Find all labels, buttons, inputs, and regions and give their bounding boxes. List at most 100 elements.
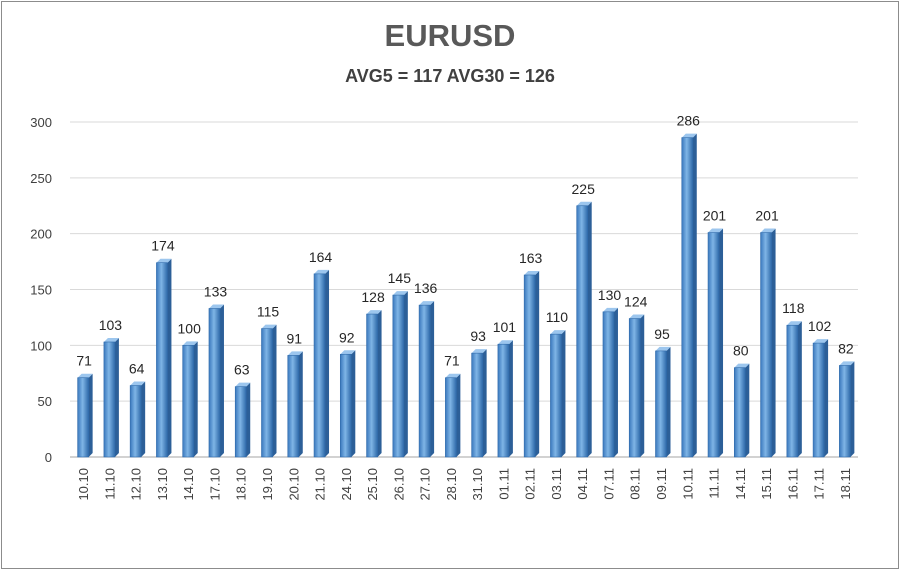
bar [156, 258, 172, 458]
data-label: 201 [703, 208, 727, 224]
data-label: 164 [309, 249, 333, 265]
x-tick-label: 31.10 [470, 468, 485, 501]
x-tick-label: 26.10 [391, 468, 406, 501]
x-tick-label: 07.11 [601, 468, 616, 500]
bar [287, 351, 303, 458]
bar [523, 270, 540, 458]
data-label: 130 [598, 287, 622, 303]
bar [103, 337, 119, 458]
bar [392, 291, 408, 458]
bar [366, 310, 382, 458]
x-axis: 10.10 11.10 12.10 13.10 14.10 17.10 18.10 19.10… [76, 468, 853, 501]
x-tick-label: 14.10 [181, 468, 196, 501]
bar [261, 324, 277, 458]
y-tick-label: 50 [38, 394, 52, 409]
bar [208, 304, 224, 458]
bar [576, 201, 592, 458]
data-label: 93 [470, 328, 486, 344]
bar [471, 349, 487, 458]
data-label: 145 [388, 270, 412, 286]
gridlines [70, 121, 858, 458]
bar [313, 269, 330, 458]
bar [760, 228, 776, 458]
x-tick-label: 16.11 [785, 468, 800, 500]
x-tick-label: 12.10 [129, 468, 144, 501]
data-label: 91 [286, 330, 302, 346]
y-tick-label: 200 [30, 227, 52, 242]
x-tick-label: 10.10 [76, 468, 91, 501]
bar [733, 363, 750, 458]
data-label: 174 [151, 238, 175, 254]
data-label: 71 [76, 353, 92, 369]
chart-subtitle: AVG5 = 117 AVG30 = 126 [345, 66, 555, 86]
data-label: 136 [414, 280, 438, 296]
bar [628, 314, 645, 458]
bar [655, 346, 671, 458]
bar [129, 381, 146, 458]
bar [497, 340, 513, 458]
x-tick-label: 04.11 [575, 468, 590, 500]
data-label: 128 [361, 289, 385, 305]
bar [786, 321, 802, 458]
x-tick-label: 20.10 [286, 468, 301, 501]
data-label: 82 [838, 340, 854, 356]
x-tick-label: 11.10 [102, 468, 117, 500]
x-tick-label: 18.10 [234, 468, 249, 501]
x-tick-label: 01.11 [496, 468, 511, 500]
data-label: 102 [808, 318, 832, 334]
bar [445, 373, 461, 458]
x-tick-label: 08.11 [628, 468, 643, 500]
data-label: 92 [339, 329, 355, 345]
x-tick-label: 11.11 [707, 468, 722, 499]
data-label: 118 [782, 300, 805, 316]
x-tick-label: 14.11 [733, 468, 748, 500]
data-label: 80 [733, 343, 749, 359]
data-label: 163 [519, 250, 543, 266]
bar [812, 339, 829, 458]
data-label: 64 [129, 361, 145, 377]
x-tick-label: 28.10 [444, 468, 459, 501]
data-label: 124 [624, 294, 648, 310]
data-label: 95 [654, 326, 670, 342]
x-tick-label: 21.10 [313, 468, 328, 501]
x-tick-label: 18.11 [838, 468, 853, 500]
bars [77, 133, 855, 458]
x-tick-label: 24.10 [339, 468, 354, 501]
chart-title: EURUSD [384, 18, 516, 53]
data-label: 71 [444, 353, 460, 369]
x-tick-label: 25.10 [365, 468, 380, 501]
bar [707, 228, 724, 458]
data-label: 103 [99, 317, 123, 333]
x-tick-label: 03.11 [549, 468, 564, 500]
bar [77, 373, 93, 458]
bar [550, 330, 566, 458]
x-tick-label: 10.11 [680, 468, 695, 500]
bar [681, 133, 697, 458]
data-label: 110 [546, 309, 569, 325]
x-tick-label: 17.11 [812, 468, 827, 500]
y-tick-label: 300 [30, 115, 52, 130]
x-tick-label: 13.10 [155, 468, 170, 501]
bar [234, 382, 251, 458]
y-tick-label: 250 [30, 171, 52, 186]
x-tick-label: 09.11 [654, 468, 669, 500]
x-tick-label: 15.11 [759, 468, 774, 500]
y-tick-label: 0 [45, 450, 52, 465]
bar [339, 350, 356, 458]
bar [182, 341, 198, 458]
x-tick-label: 19.10 [260, 468, 275, 501]
data-label: 100 [178, 320, 202, 336]
y-tick-label: 100 [30, 338, 52, 353]
x-tick-label: 02.11 [523, 468, 538, 500]
data-label: 63 [234, 362, 250, 378]
bar [418, 301, 435, 458]
x-tick-label: 17.10 [207, 468, 222, 501]
data-label: 225 [572, 181, 596, 197]
bar [839, 361, 855, 458]
data-label: 286 [677, 113, 701, 129]
data-label: 115 [257, 304, 280, 320]
bar [602, 307, 618, 458]
